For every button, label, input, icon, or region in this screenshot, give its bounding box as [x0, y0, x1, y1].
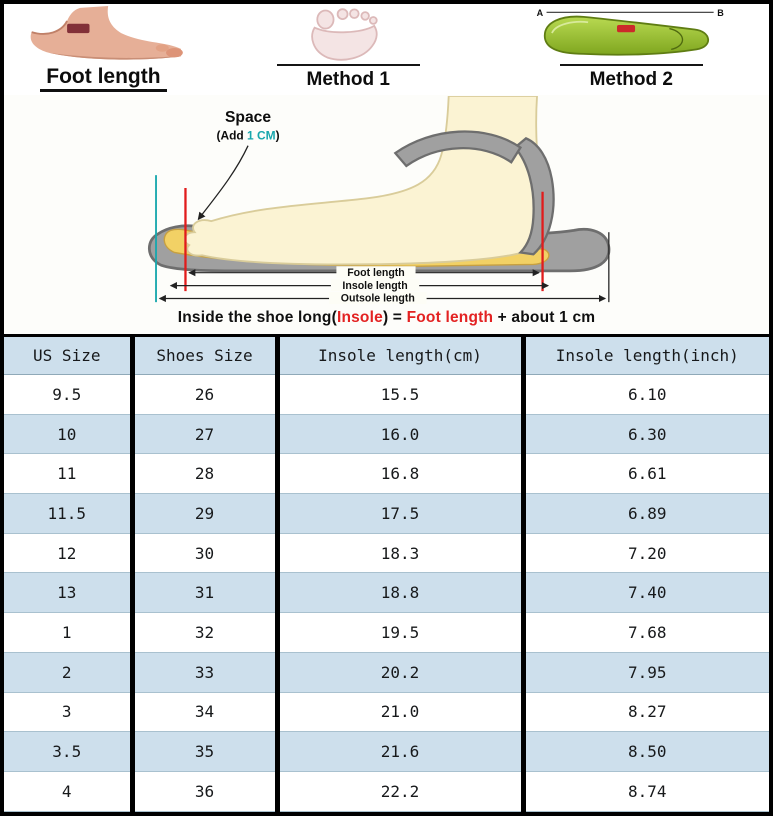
- table-cell: 3: [4, 692, 135, 733]
- method1-panel: Method 1: [203, 4, 494, 95]
- table-row: 2 33 20.2 7.95: [4, 652, 769, 693]
- ankle-tattoo: [67, 23, 90, 34]
- formula-text: + about: [493, 309, 560, 326]
- table-cell: 22.2: [277, 771, 526, 812]
- table-cell: 11: [4, 453, 135, 495]
- table-cell: 7.40: [523, 572, 769, 614]
- table-cell: 8.74: [523, 771, 769, 812]
- table-cell: 4: [4, 771, 135, 812]
- table-cell: 28: [132, 453, 280, 495]
- table-cell: 8.27: [523, 692, 769, 733]
- col-insole-cm: Insole length(cm): [277, 335, 526, 375]
- table-cell: 26: [132, 374, 280, 415]
- table-cell: 15.5: [277, 374, 526, 415]
- table-cell: 6.89: [523, 493, 769, 534]
- header-row: US Size Shoes Size Insole length(cm) Ins…: [4, 335, 769, 375]
- table-cell: 31: [132, 572, 280, 614]
- size-table-header: US Size Shoes Size Insole length(cm) Ins…: [4, 335, 769, 375]
- foot-photo-image: [30, 6, 183, 60]
- table-cell: 2: [4, 652, 135, 693]
- table-row: 1 32 19.5 7.68: [4, 612, 769, 653]
- foot-length-label: Foot length: [40, 65, 167, 92]
- insole-point-b: B: [718, 8, 725, 18]
- table-cell: 16.8: [277, 453, 526, 495]
- insole-logo: [617, 24, 636, 33]
- table-cell: 16.0: [277, 414, 526, 455]
- table-row: 3.5 35 21.6 8.50: [4, 731, 769, 772]
- table-row: 9.5 26 15.5 6.10: [4, 374, 769, 415]
- table-cell: 29: [132, 493, 280, 534]
- method1-label: Method 1: [276, 64, 420, 91]
- table-cell: 7.20: [523, 533, 769, 574]
- insole-image: A B: [537, 8, 725, 56]
- insole-point-a: A: [537, 8, 544, 18]
- space-note: (Add 1 CM): [217, 128, 280, 142]
- top-strip: Foot length Method 1: [4, 4, 769, 95]
- table-cell: 33: [132, 652, 280, 693]
- table-cell: 18.3: [277, 533, 526, 574]
- method2-panel: A B Method 2: [494, 4, 769, 95]
- footprint-image: [311, 8, 378, 61]
- foot-length-panel: Foot length: [4, 4, 203, 95]
- table-cell: 21.0: [277, 692, 526, 733]
- table-cell: 20.2: [277, 652, 526, 693]
- table-cell: 17.5: [277, 493, 526, 534]
- table-cell: 30: [132, 533, 280, 574]
- table-cell: 13: [4, 572, 135, 614]
- col-us-size: US Size: [4, 335, 135, 375]
- table-cell: 19.5: [277, 612, 526, 653]
- table-row: 13 31 18.8 7.40: [4, 572, 769, 614]
- table-cell: 21.6: [277, 731, 526, 772]
- space-arrow: [198, 145, 250, 221]
- method2-label: Method 2: [559, 64, 703, 91]
- table-cell: 6.30: [523, 414, 769, 455]
- table-row: 10 27 16.0 6.30: [4, 414, 769, 455]
- outsole-length-measure-label: Outsole length: [341, 293, 415, 304]
- formula-text: 1 cm: [559, 309, 596, 326]
- table-cell: 34: [132, 692, 280, 733]
- table-cell: 27: [132, 414, 280, 455]
- table-cell: 7.95: [523, 652, 769, 693]
- formula-text: Inside the shoe long(: [177, 309, 337, 326]
- shoe-collar-band: [393, 130, 523, 168]
- table-cell: 8.50: [523, 731, 769, 772]
- size-table: US Size Shoes Size Insole length(cm) Ins…: [4, 334, 769, 812]
- foot-shape: [30, 6, 181, 60]
- table-cell: 32: [132, 612, 280, 653]
- table-cell: 36: [132, 771, 280, 812]
- table-cell: 12: [4, 533, 135, 574]
- formula-foot-length: Foot length: [406, 309, 494, 326]
- table-row: 12 30 18.3 7.20: [4, 533, 769, 574]
- table-row: 3 34 21.0 8.27: [4, 692, 769, 733]
- foot-length-measure-label: Foot length: [348, 267, 406, 279]
- table-cell: 1: [4, 612, 135, 653]
- table-row: 11.5 29 17.5 6.89: [4, 493, 769, 534]
- table-cell: 11.5: [4, 493, 135, 534]
- sizing-formula: Inside the shoe long(Insole) = Foot leng…: [4, 309, 769, 327]
- table-cell: 9.5: [4, 374, 135, 415]
- table-cell: 6.10: [523, 374, 769, 415]
- col-shoes-size: Shoes Size: [132, 335, 280, 375]
- col-insole-inch: Insole length(inch): [523, 335, 769, 375]
- size-table-body: 9.5 26 15.5 6.10 10 27 16.0 6.30 11 28 16.8 6.61 11.…: [4, 374, 769, 812]
- shoe-diagram: Space (Add 1 CM) Foot length Insole leng…: [148, 95, 611, 305]
- table-cell: 7.68: [523, 612, 769, 653]
- table-cell: 6.61: [523, 453, 769, 495]
- table-cell: 18.8: [277, 572, 526, 614]
- table-cell: 35: [132, 731, 280, 772]
- table-cell: 3.5: [4, 731, 135, 772]
- heel-counter: [513, 137, 556, 256]
- formula-text: ) =: [382, 309, 407, 326]
- table-cell: 10: [4, 414, 135, 455]
- table-row: 11 28 16.8 6.61: [4, 453, 769, 495]
- space-label: Space: [225, 109, 271, 126]
- formula-insole: Insole: [336, 309, 383, 326]
- table-row: 4 36 22.2 8.74: [4, 771, 769, 812]
- insole-length-measure-label: Insole length: [343, 280, 408, 292]
- shoe-diagram-section: Space (Add 1 CM) Foot length Insole leng…: [4, 95, 769, 334]
- insole-shape: [544, 15, 710, 56]
